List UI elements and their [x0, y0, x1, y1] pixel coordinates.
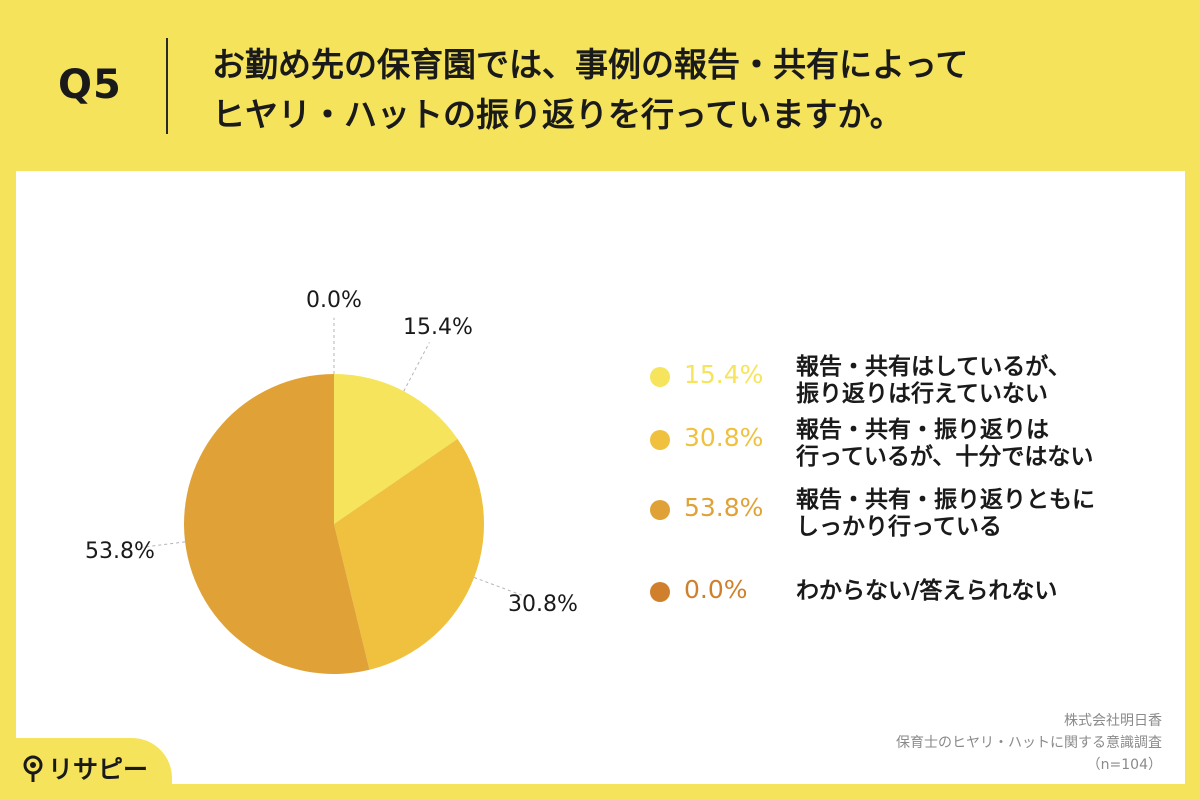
source-sample: （n=104） [1086, 757, 1162, 773]
legend-label-line: 振り返りは行えていない [796, 381, 1048, 407]
pie-slice [334, 374, 458, 524]
legend-color-dot [650, 582, 670, 602]
pie-labels: 15.4% 30.8% 53.8% 0.0% [85, 288, 578, 617]
legend-label: 報告・共有はしているが、 振り返りは行えていない [796, 354, 1071, 408]
slice-value-label: 30.8% [508, 592, 578, 617]
source-note: 株式会社明日香 保育士のヒヤリ・ハットに関する意識調査 （n=104） [896, 710, 1162, 776]
legend-percentage: 30.8% [684, 423, 764, 452]
legend-label-line: わからない/答えられない [796, 578, 1058, 604]
header: Q5 お勤め先の保育園では、事例の報告・共有によって ヒヤリ・ハットの振り返りを… [0, 0, 1200, 170]
question-line-2: ヒヤリ・ハットの振り返りを行っていますか。 [212, 95, 903, 134]
leader-line [136, 541, 186, 549]
slice-value-label: 15.4% [403, 315, 473, 340]
legend-label-line: 報告・共有はしているが、 [796, 354, 1071, 380]
legend-label: 報告・共有・振り返りは 行っているが、十分ではない [796, 417, 1093, 471]
legend-percentage: 53.8% [684, 493, 764, 522]
leader-lines [136, 317, 526, 598]
source-survey: 保育士のヒヤリ・ハットに関する意識調査 [896, 735, 1162, 751]
pie-slices [184, 374, 484, 674]
pie-slice [184, 374, 370, 674]
legend-label-line: 報告・共有・振り返りともに [796, 487, 1095, 513]
pie-slice [334, 438, 484, 670]
legend-label-line: しっかり行っている [796, 514, 1002, 540]
legend-percentage: 15.4% [684, 360, 764, 389]
legend-label: 報告・共有・振り返りともに しっかり行っている [796, 487, 1095, 541]
brand-name: リサピー [48, 755, 149, 784]
legend-percentage: 0.0% [684, 575, 748, 604]
slice-value-label: 0.0% [306, 288, 362, 313]
pin-icon [23, 755, 43, 782]
legend-label-line: 行っているが、十分ではない [796, 444, 1094, 470]
brand-logo: リサピー [0, 738, 172, 800]
legend-color-dot [650, 500, 670, 520]
question-number: Q5 [58, 62, 122, 108]
question-text: お勤め先の保育園では、事例の報告・共有によって ヒヤリ・ハットの振り返りを行って… [212, 40, 1172, 140]
slice-value-label: 53.8% [85, 539, 155, 564]
legend-color-dot [650, 430, 670, 450]
legend-label: わからない/答えられない [796, 578, 1057, 605]
leader-line [403, 342, 430, 392]
question-line-1: お勤め先の保育園では、事例の報告・共有によって [212, 45, 969, 84]
header-divider [166, 38, 168, 134]
source-company: 株式会社明日香 [1064, 713, 1162, 729]
legend-color-dot [650, 367, 670, 387]
legend-label-line: 報告・共有・振り返りは [796, 417, 1049, 443]
